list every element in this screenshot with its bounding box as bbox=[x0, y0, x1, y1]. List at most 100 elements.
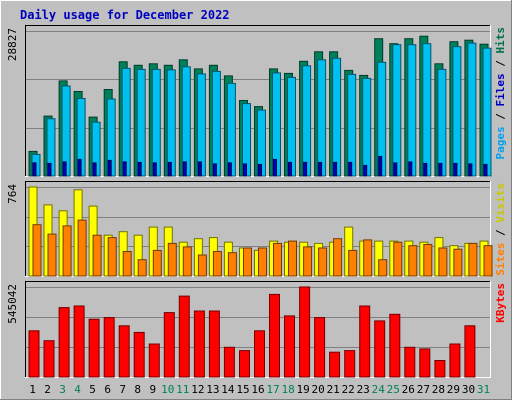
bar-pages-day-6 bbox=[107, 159, 112, 177]
bar-kbytes-day-25 bbox=[389, 313, 401, 378]
y-max-label: 28827 bbox=[6, 28, 19, 61]
bar-sites-day-15 bbox=[243, 247, 252, 277]
bar-pages-day-27 bbox=[423, 162, 428, 177]
series-label-part: Visits bbox=[494, 183, 507, 223]
bar-sites-day-11 bbox=[182, 246, 192, 277]
y-max-label: 545042 bbox=[6, 284, 19, 324]
x-tick-label-6: 6 bbox=[104, 383, 111, 396]
panel-hits-files-pages: 28827 Pages / Files / Hits bbox=[6, 25, 507, 177]
bar-files-day-27 bbox=[422, 43, 432, 177]
x-tick-label-8: 8 bbox=[134, 383, 141, 396]
bar-files-day-9 bbox=[151, 68, 161, 177]
bar-files-day-30 bbox=[467, 42, 477, 177]
bar-sites-day-3 bbox=[62, 225, 72, 277]
bar-sites-day-22 bbox=[348, 249, 358, 277]
bar-pages-day-21 bbox=[333, 161, 338, 177]
series-label: KBytes bbox=[494, 283, 507, 323]
bar-sites-day-9 bbox=[152, 249, 162, 277]
bar-pages-day-24 bbox=[378, 155, 383, 177]
bar-sites-day-29 bbox=[453, 248, 463, 277]
bar-kbytes-day-5 bbox=[88, 318, 100, 378]
x-tick-label-5: 5 bbox=[89, 383, 96, 396]
bar-kbytes-day-15 bbox=[239, 350, 250, 378]
bar-kbytes-day-20 bbox=[314, 317, 326, 378]
bar-kbytes-day-18 bbox=[284, 315, 295, 378]
bar-kbytes-day-23 bbox=[359, 305, 371, 378]
panels-layer: 28827 Pages / Files / Hits 764 Sites / Visi… bbox=[6, 25, 507, 378]
bar-files-day-8 bbox=[136, 68, 146, 177]
bar-files-day-7 bbox=[121, 67, 131, 177]
bar-files-day-26 bbox=[407, 44, 417, 177]
bar-sites-day-2 bbox=[47, 233, 57, 277]
bar-files-day-22 bbox=[347, 73, 357, 177]
bar-pages-day-16 bbox=[258, 163, 262, 177]
bar-sites-day-24 bbox=[378, 259, 388, 277]
bar-kbytes-day-27 bbox=[419, 348, 431, 378]
bar-sites-day-27 bbox=[423, 244, 433, 277]
x-tick-label-24: 24 bbox=[372, 383, 386, 396]
bar-files-day-12 bbox=[196, 73, 206, 177]
bar-files-day-11 bbox=[181, 66, 191, 177]
bar-pages-day-31 bbox=[483, 163, 488, 177]
bar-files-day-25 bbox=[392, 44, 402, 177]
panel-kbytes: 545042 KBytes bbox=[6, 281, 507, 378]
bar-sites-day-23 bbox=[363, 239, 373, 277]
bar-files-day-23 bbox=[362, 77, 372, 177]
bar-kbytes-day-24 bbox=[374, 320, 386, 378]
bar-pages-day-25 bbox=[393, 162, 398, 177]
x-tick-label-19: 19 bbox=[296, 383, 309, 396]
x-tick-label-7: 7 bbox=[119, 383, 126, 396]
bar-kbytes-day-11 bbox=[178, 295, 190, 378]
bar-sites-day-31 bbox=[483, 245, 493, 277]
bar-pages-day-19 bbox=[303, 161, 308, 177]
bar-pages-day-30 bbox=[468, 163, 473, 177]
bar-pages-day-7 bbox=[122, 161, 127, 177]
bar-kbytes-day-16 bbox=[254, 330, 265, 378]
bar-pages-day-28 bbox=[438, 162, 443, 177]
bar-pages-day-20 bbox=[318, 161, 323, 177]
bar-pages-day-18 bbox=[288, 161, 292, 177]
bar-files-day-10 bbox=[166, 69, 176, 177]
bar-sites-day-19 bbox=[303, 246, 313, 277]
x-tick-label-4: 4 bbox=[74, 383, 81, 396]
x-tick-label-2: 2 bbox=[44, 383, 51, 396]
bar-kbytes-day-28 bbox=[434, 360, 446, 378]
series-label-part: Hits bbox=[494, 27, 507, 54]
bar-pages-day-23 bbox=[363, 164, 368, 177]
series-label-part: Files bbox=[494, 73, 507, 106]
bar-sites-day-6 bbox=[107, 237, 117, 277]
bar-pages-day-3 bbox=[62, 161, 67, 177]
bar-kbytes-day-17 bbox=[269, 293, 280, 378]
bar-kbytes-day-4 bbox=[73, 305, 85, 378]
bar-kbytes-day-2 bbox=[43, 340, 55, 378]
bar-pages-day-5 bbox=[92, 162, 97, 177]
x-tick-label-23: 23 bbox=[357, 383, 370, 396]
bar-files-day-18 bbox=[287, 76, 296, 177]
x-tick-label-1: 1 bbox=[29, 383, 36, 396]
bar-kbytes-day-3 bbox=[58, 307, 70, 378]
x-tick-label-27: 27 bbox=[417, 383, 430, 396]
y-max-label: 764 bbox=[6, 184, 19, 204]
bar-pages-day-13 bbox=[212, 163, 217, 177]
bar-sites-day-10 bbox=[167, 242, 177, 277]
bar-kbytes-day-26 bbox=[404, 346, 416, 378]
bar-sites-day-25 bbox=[393, 241, 403, 277]
bar-sites-day-8 bbox=[137, 259, 147, 277]
bar-pages-day-12 bbox=[197, 161, 202, 177]
bar-sites-day-5 bbox=[92, 234, 102, 277]
series-label: Sites / Visits bbox=[494, 183, 507, 276]
bar-sites-day-14 bbox=[227, 252, 237, 277]
x-tick-label-17: 17 bbox=[266, 383, 279, 396]
x-tick-label-14: 14 bbox=[221, 383, 235, 396]
bar-kbytes-day-21 bbox=[329, 351, 341, 378]
x-tick-label-31: 31 bbox=[477, 383, 490, 396]
bar-pages-day-4 bbox=[77, 158, 82, 177]
bar-kbytes-day-19 bbox=[299, 286, 311, 378]
bar-kbytes-day-6 bbox=[103, 317, 115, 378]
bar-sites-day-17 bbox=[273, 242, 282, 277]
x-tick-label-10: 10 bbox=[161, 383, 174, 396]
series-label-part: KBytes bbox=[494, 283, 507, 323]
x-tick-label-20: 20 bbox=[311, 383, 324, 396]
